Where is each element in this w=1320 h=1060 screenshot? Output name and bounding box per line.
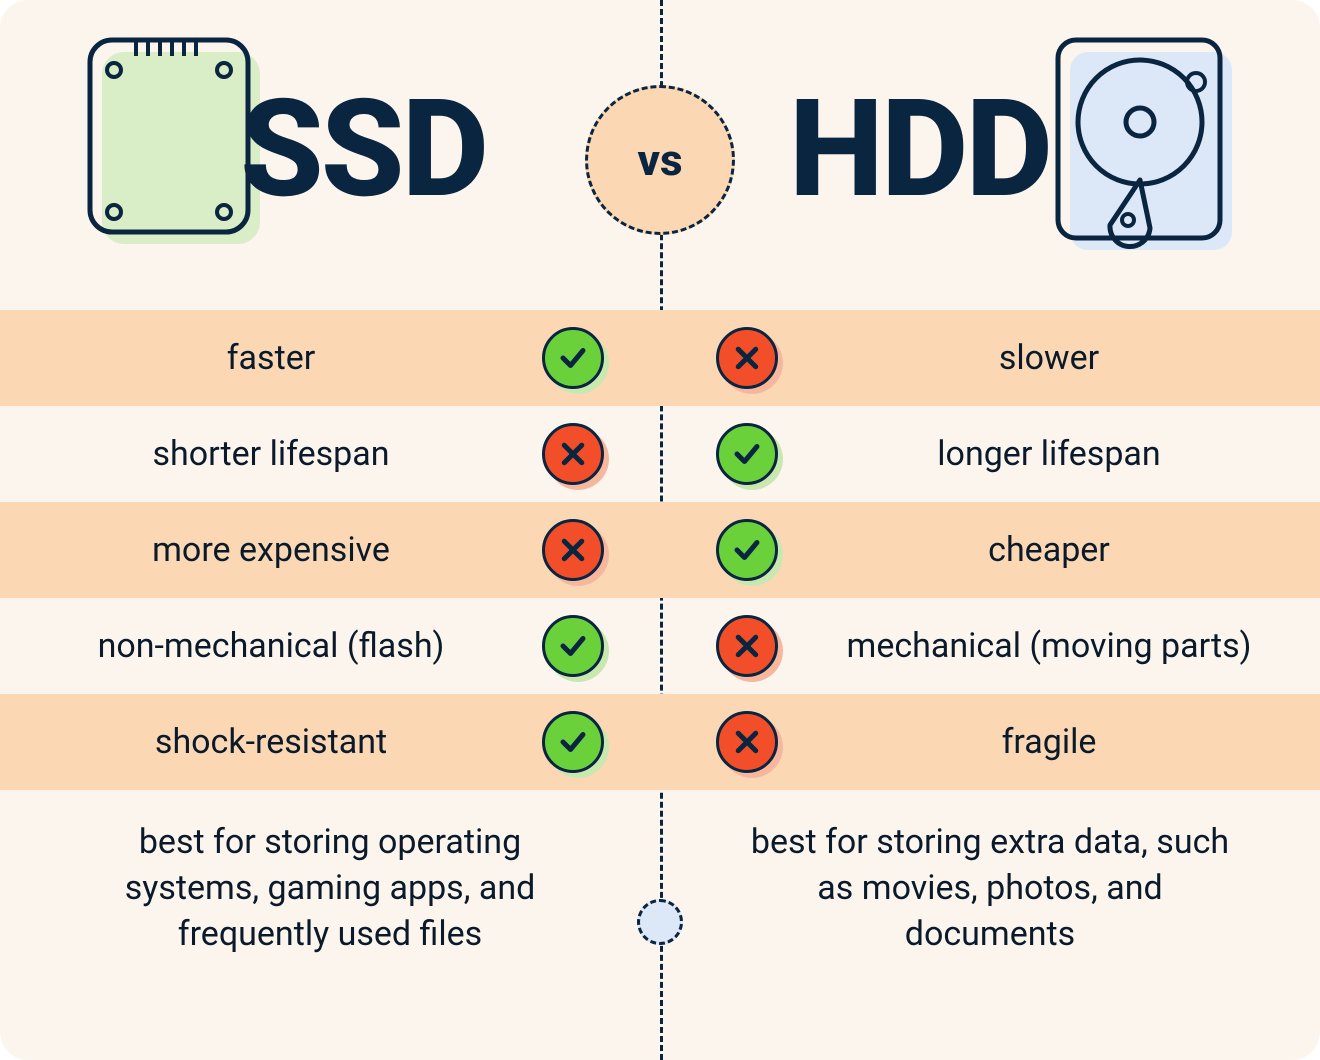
row-right-label: fragile	[778, 722, 1320, 762]
row-left-label: shock-resistant	[0, 722, 542, 762]
vs-label: vs	[637, 134, 682, 186]
comparison-row: faster slower	[0, 310, 1320, 406]
check-icon	[542, 711, 604, 773]
row-left-label: shorter lifespan	[0, 434, 542, 474]
check-icon	[542, 327, 604, 389]
check-icon	[716, 423, 778, 485]
row-right: slower	[660, 327, 1320, 389]
row-left: faster	[0, 327, 660, 389]
row-left: shock-resistant	[0, 711, 660, 773]
title-ssd: SSD	[240, 70, 486, 228]
row-right: fragile	[660, 711, 1320, 773]
row-right-label: mechanical (moving parts)	[778, 626, 1320, 666]
comparison-row: shorter lifespan longer lifespan	[0, 406, 1320, 502]
row-right: mechanical (moving parts)	[660, 615, 1320, 677]
comparison-row: more expensive cheaper	[0, 502, 1320, 598]
header: SSD vs HDD	[0, 0, 1320, 260]
summary-right: best for storing extra data, such as mov…	[660, 800, 1320, 1000]
vs-badge: vs	[585, 85, 735, 235]
divider-end-dot	[637, 899, 683, 945]
comparison-row: non-mechanical (flash) mechanical (moving…	[0, 598, 1320, 694]
cross-icon	[716, 615, 778, 677]
row-left: non-mechanical (flash)	[0, 615, 660, 677]
row-right-label: cheaper	[778, 530, 1320, 570]
cross-icon	[542, 519, 604, 581]
row-right: cheaper	[660, 519, 1320, 581]
row-left-label: non-mechanical (flash)	[0, 626, 542, 666]
cross-icon	[542, 423, 604, 485]
comparison-rows: faster slower shorter lifespan longer lifes…	[0, 310, 1320, 790]
row-left-label: more expensive	[0, 530, 542, 570]
summary-left: best for storing operating systems, gami…	[0, 800, 660, 1000]
row-right: longer lifespan	[660, 423, 1320, 485]
comparison-row: shock-resistant fragile	[0, 694, 1320, 790]
hdd-icon	[1050, 30, 1250, 260]
row-left: more expensive	[0, 519, 660, 581]
check-icon	[716, 519, 778, 581]
row-left-label: faster	[0, 338, 542, 378]
row-right-label: longer lifespan	[778, 434, 1320, 474]
row-right-label: slower	[778, 338, 1320, 378]
cross-icon	[716, 711, 778, 773]
check-icon	[542, 615, 604, 677]
row-left: shorter lifespan	[0, 423, 660, 485]
cross-icon	[716, 327, 778, 389]
infographic-canvas: SSD vs HDD faster slower shorter lifespan l…	[0, 0, 1320, 1060]
title-hdd: HDD	[789, 70, 1050, 228]
